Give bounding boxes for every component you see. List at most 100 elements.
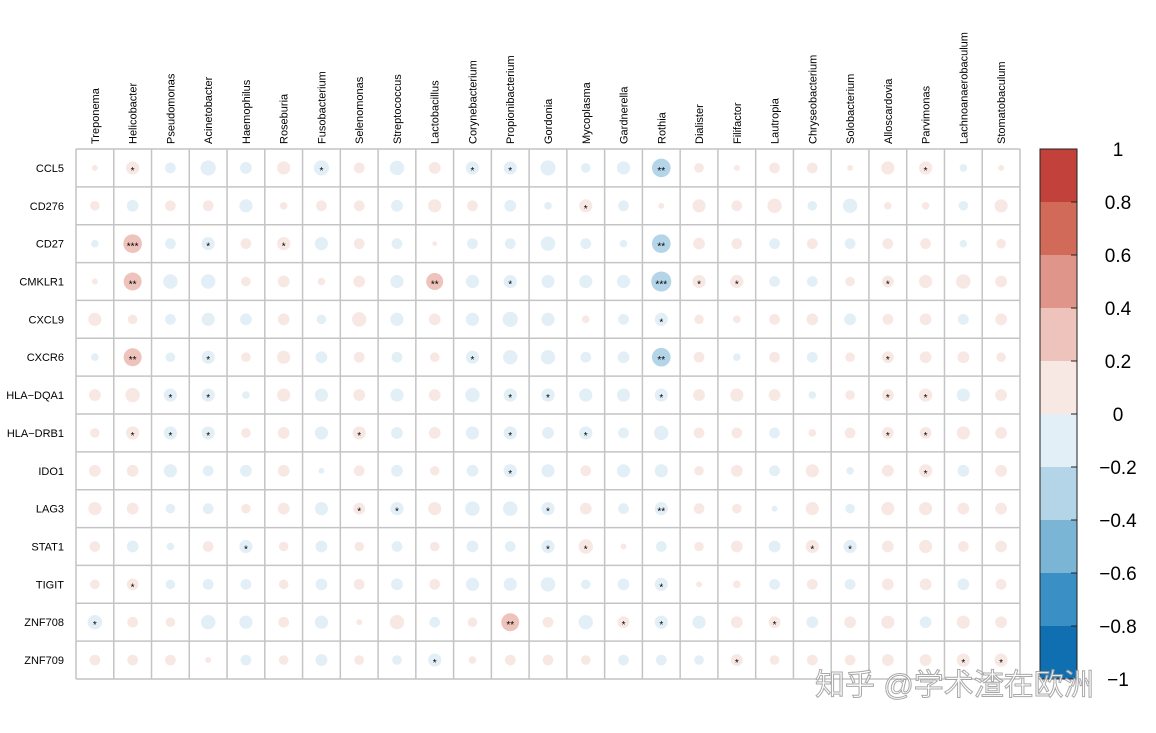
- correlation-circle: [730, 540, 743, 553]
- significance-label: *: [206, 431, 210, 442]
- correlation-circle: [881, 275, 894, 288]
- significance-label: *: [584, 545, 588, 556]
- correlation-circle: [278, 655, 289, 665]
- correlation-circle: [654, 577, 668, 591]
- correlation-circle: [277, 388, 291, 402]
- correlation-circle: [618, 654, 629, 666]
- correlation-circle: [654, 615, 668, 629]
- correlation-circle: [163, 426, 177, 440]
- correlation-circle: [957, 502, 970, 515]
- correlation-circle: [805, 502, 819, 516]
- correlation-circle: [277, 313, 290, 326]
- correlation-circle: [651, 234, 671, 253]
- correlation-circle: [616, 161, 631, 175]
- column-label: Dialister: [694, 104, 706, 144]
- correlation-circle: [316, 200, 327, 212]
- correlation-circle: [959, 164, 968, 172]
- correlation-circle: [353, 389, 366, 401]
- correlation-circle: [165, 352, 176, 363]
- correlation-circle: [540, 577, 556, 592]
- correlation-circle: [694, 655, 704, 665]
- correlation-circle: [655, 541, 667, 552]
- correlation-circle: [881, 540, 894, 553]
- correlation-circle: [580, 351, 592, 363]
- significance-label: *: [395, 507, 399, 518]
- correlation-circle: [239, 199, 253, 213]
- correlation-circle: [693, 237, 705, 250]
- correlation-circle: [467, 617, 478, 628]
- correlation-circle: [200, 160, 216, 176]
- correlation-circle: [994, 653, 1008, 667]
- correlation-circle: [356, 619, 363, 626]
- correlation-circle: [920, 238, 931, 250]
- correlation-circle: [352, 426, 366, 440]
- significance-label: **: [129, 355, 137, 366]
- colorbar-tick-label: 0.6: [1105, 246, 1131, 267]
- correlation-circle: [314, 388, 329, 402]
- correlation-circle: [542, 654, 554, 666]
- correlation-circle: [958, 200, 969, 211]
- column-label: Lactobacillus: [430, 80, 442, 144]
- correlation-circle: [845, 276, 855, 287]
- significance-label: *: [924, 166, 928, 177]
- correlation-circle: [201, 426, 215, 440]
- significance-label: *: [659, 393, 663, 404]
- correlation-circle: [881, 389, 894, 401]
- correlation-circle: [655, 654, 667, 666]
- correlation-circle: [503, 577, 517, 591]
- correlation-circle: [919, 274, 933, 289]
- correlation-circle: [391, 541, 403, 552]
- correlation-circle: [956, 426, 970, 440]
- correlation-circle: [579, 502, 592, 515]
- correlation-circle: [315, 351, 328, 364]
- correlation-circle: [165, 654, 176, 666]
- correlation-circle: [316, 314, 327, 325]
- correlation-circle: [693, 503, 705, 515]
- correlation-circle: [806, 162, 818, 174]
- significance-label: *: [735, 280, 739, 291]
- column-label: Parvimonas: [921, 85, 933, 144]
- colorbar-tick-label: 0: [1113, 405, 1124, 426]
- correlation-circle: [844, 616, 856, 629]
- correlation-circle: [165, 579, 176, 590]
- column-label: Chryseobacterium: [807, 55, 819, 144]
- correlation-circle: [769, 276, 780, 287]
- colorbar-bin: [1040, 467, 1077, 520]
- correlation-circle: [465, 426, 480, 440]
- correlation-circle: [127, 314, 138, 325]
- correlation-circle: [881, 427, 894, 439]
- correlation-circle: [881, 351, 894, 364]
- correlation-circle: [201, 237, 215, 251]
- correlation-circle: [89, 654, 101, 666]
- correlation-circle: [88, 502, 102, 516]
- correlation-circle: [579, 426, 593, 440]
- correlation-circle: [995, 427, 1008, 439]
- significance-label: *: [93, 620, 97, 631]
- correlation-circle: [733, 164, 740, 171]
- significance-label: *: [508, 431, 512, 442]
- correlation-circle: [769, 655, 780, 665]
- significance-label: *: [697, 280, 701, 291]
- correlation-circle: [428, 653, 442, 667]
- correlation-circle: [654, 464, 668, 478]
- correlation-circle: [429, 616, 441, 628]
- significance-label: *: [168, 393, 172, 404]
- colorbar-bin: [1040, 149, 1077, 202]
- correlation-circle: [995, 540, 1008, 553]
- correlation-circle: [126, 540, 139, 553]
- correlation-circle: [541, 539, 555, 554]
- significance-label: **: [129, 280, 137, 291]
- correlation-circle: [769, 351, 780, 363]
- colorbar-tick-label: 0.4: [1105, 299, 1132, 320]
- correlation-circle: [468, 656, 477, 664]
- correlation-circle: [91, 353, 99, 362]
- significance-label: *: [999, 658, 1003, 669]
- correlation-circle: [693, 427, 705, 439]
- column-label: Roseburia: [279, 93, 291, 144]
- correlation-circle: [90, 428, 100, 438]
- significance-label: **: [657, 507, 665, 518]
- correlation-circle: [200, 274, 216, 289]
- correlation-circle: [91, 239, 99, 248]
- correlation-circle: [428, 427, 441, 439]
- significance-label: ***: [127, 242, 139, 253]
